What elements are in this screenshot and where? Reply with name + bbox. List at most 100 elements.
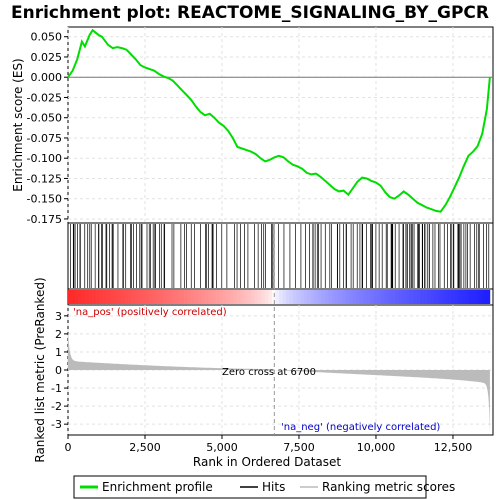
color-bar-segment — [187, 290, 192, 304]
color-bar-segment — [155, 290, 160, 304]
color-bar-segment — [99, 290, 104, 304]
color-bar-segment — [465, 290, 470, 304]
color-bar-segment — [352, 290, 357, 304]
color-bar-segment — [373, 290, 378, 304]
color-bar-segment — [184, 290, 188, 304]
es-tick-label: -0.050 — [27, 112, 62, 125]
color-bar-segment — [285, 290, 290, 304]
color-bar-segment — [194, 290, 199, 304]
color-bar-segment — [419, 290, 424, 304]
color-bar-segment — [138, 290, 143, 304]
color-bar-segment — [342, 290, 347, 304]
color-bar-segment — [345, 290, 350, 304]
color-bar-segment — [162, 290, 167, 304]
color-bar-segment — [257, 290, 262, 304]
color-bar-segment — [482, 290, 487, 304]
metric-y-axis-ticks: 3 2 1 0 -1 -2 -3 — [51, 310, 68, 431]
color-bar-segment — [296, 290, 301, 304]
metric-tick-label: 3 — [55, 310, 62, 323]
color-bar-segment — [307, 290, 311, 304]
color-bar-segment — [222, 290, 227, 304]
color-bar-segment — [173, 290, 178, 304]
es-tick-label: 0.000 — [31, 71, 63, 84]
es-tick-label: -0.175 — [27, 213, 62, 226]
color-bar-segment — [377, 290, 382, 304]
color-bar-segment — [205, 290, 209, 304]
color-bar-segment — [226, 290, 231, 304]
color-bar-segment — [293, 290, 297, 304]
color-bar-segment — [317, 290, 322, 304]
color-bar-segment — [412, 290, 417, 304]
color-bar-segment — [391, 290, 396, 304]
color-bar-segment — [127, 290, 132, 304]
color-bar-segment — [454, 290, 459, 304]
color-bar-segment — [261, 290, 266, 304]
color-bar-segment — [75, 290, 79, 304]
color-bar-segment — [402, 290, 406, 304]
metric-tick-label: 2 — [55, 328, 62, 341]
color-bar-segment — [426, 290, 431, 304]
x-tick-label: 7,500 — [283, 441, 315, 454]
color-bar-segment — [236, 290, 241, 304]
color-bar-segment — [394, 290, 399, 304]
color-bar-segment — [409, 290, 413, 304]
color-bar-segment — [433, 290, 438, 304]
color-bar-segment — [268, 290, 273, 304]
legend-label: Enrichment profile — [102, 480, 213, 494]
color-bar-segment — [229, 290, 234, 304]
color-bar-segment — [461, 290, 466, 304]
color-bar-segment — [152, 290, 157, 304]
negative-correlation-label: 'na_neg' (negatively correlated) — [281, 422, 440, 433]
color-bar-segment — [78, 290, 83, 304]
es-tick-label: -0.150 — [27, 193, 62, 206]
es-tick-label: -0.125 — [27, 172, 62, 185]
color-bar-segment — [321, 290, 325, 304]
color-bar-segment — [282, 290, 287, 304]
legend-label: Ranking metric scores — [322, 480, 455, 494]
metric-y-axis-label: Ranked list metric (PreRanked) — [33, 277, 47, 462]
color-bar-segment — [124, 290, 129, 304]
color-bar-segment — [335, 290, 340, 304]
color-bar-segment — [303, 290, 308, 304]
color-bar-segment — [356, 290, 361, 304]
color-bar-segment — [324, 290, 329, 304]
x-tick-label: 10,000 — [357, 441, 396, 454]
color-bar-segment — [310, 290, 315, 304]
x-axis-ticks: 0 2,500 5,000 7,500 10,000 12,500 — [65, 435, 472, 454]
color-bar-segment — [71, 290, 76, 304]
color-bar-segment — [254, 290, 259, 304]
color-bar-segment — [264, 290, 269, 304]
color-bar-segment — [366, 290, 371, 304]
positive-correlation-label: 'na_pos' (positively correlated) — [73, 307, 227, 318]
metric-tick-label: 1 — [55, 346, 62, 359]
color-bar-segment — [447, 290, 452, 304]
color-bar-segment — [159, 290, 164, 304]
color-bar-segment — [271, 290, 276, 304]
color-bar-segment — [215, 290, 220, 304]
color-bar-segment — [398, 290, 403, 304]
color-bar-segment — [92, 290, 97, 304]
color-bar-segment — [486, 290, 491, 304]
x-tick-label: 0 — [65, 441, 72, 454]
color-bar-segment — [384, 290, 389, 304]
es-tick-label: -0.075 — [27, 132, 62, 145]
color-bar-segment — [233, 290, 238, 304]
color-bar-segment — [148, 290, 153, 304]
color-bar-segment — [113, 290, 118, 304]
color-bar-segment — [250, 290, 255, 304]
es-y-axis-label: Enrichment score (ES) — [11, 58, 25, 191]
color-bar-segment — [145, 290, 150, 304]
color-bar-segment — [300, 290, 304, 304]
color-bar-segment — [359, 290, 364, 304]
color-bar-segment — [240, 290, 245, 304]
gene-hits-ticks — [70, 224, 490, 288]
color-bar-segment — [472, 290, 477, 304]
color-bar-segment — [289, 290, 294, 304]
zero-cross-label: Zero cross at 6700 — [222, 367, 316, 378]
color-bar-segment — [208, 290, 213, 304]
color-bar-segment — [176, 290, 181, 304]
color-bar-segment — [349, 290, 354, 304]
color-bar-segment — [117, 290, 122, 304]
